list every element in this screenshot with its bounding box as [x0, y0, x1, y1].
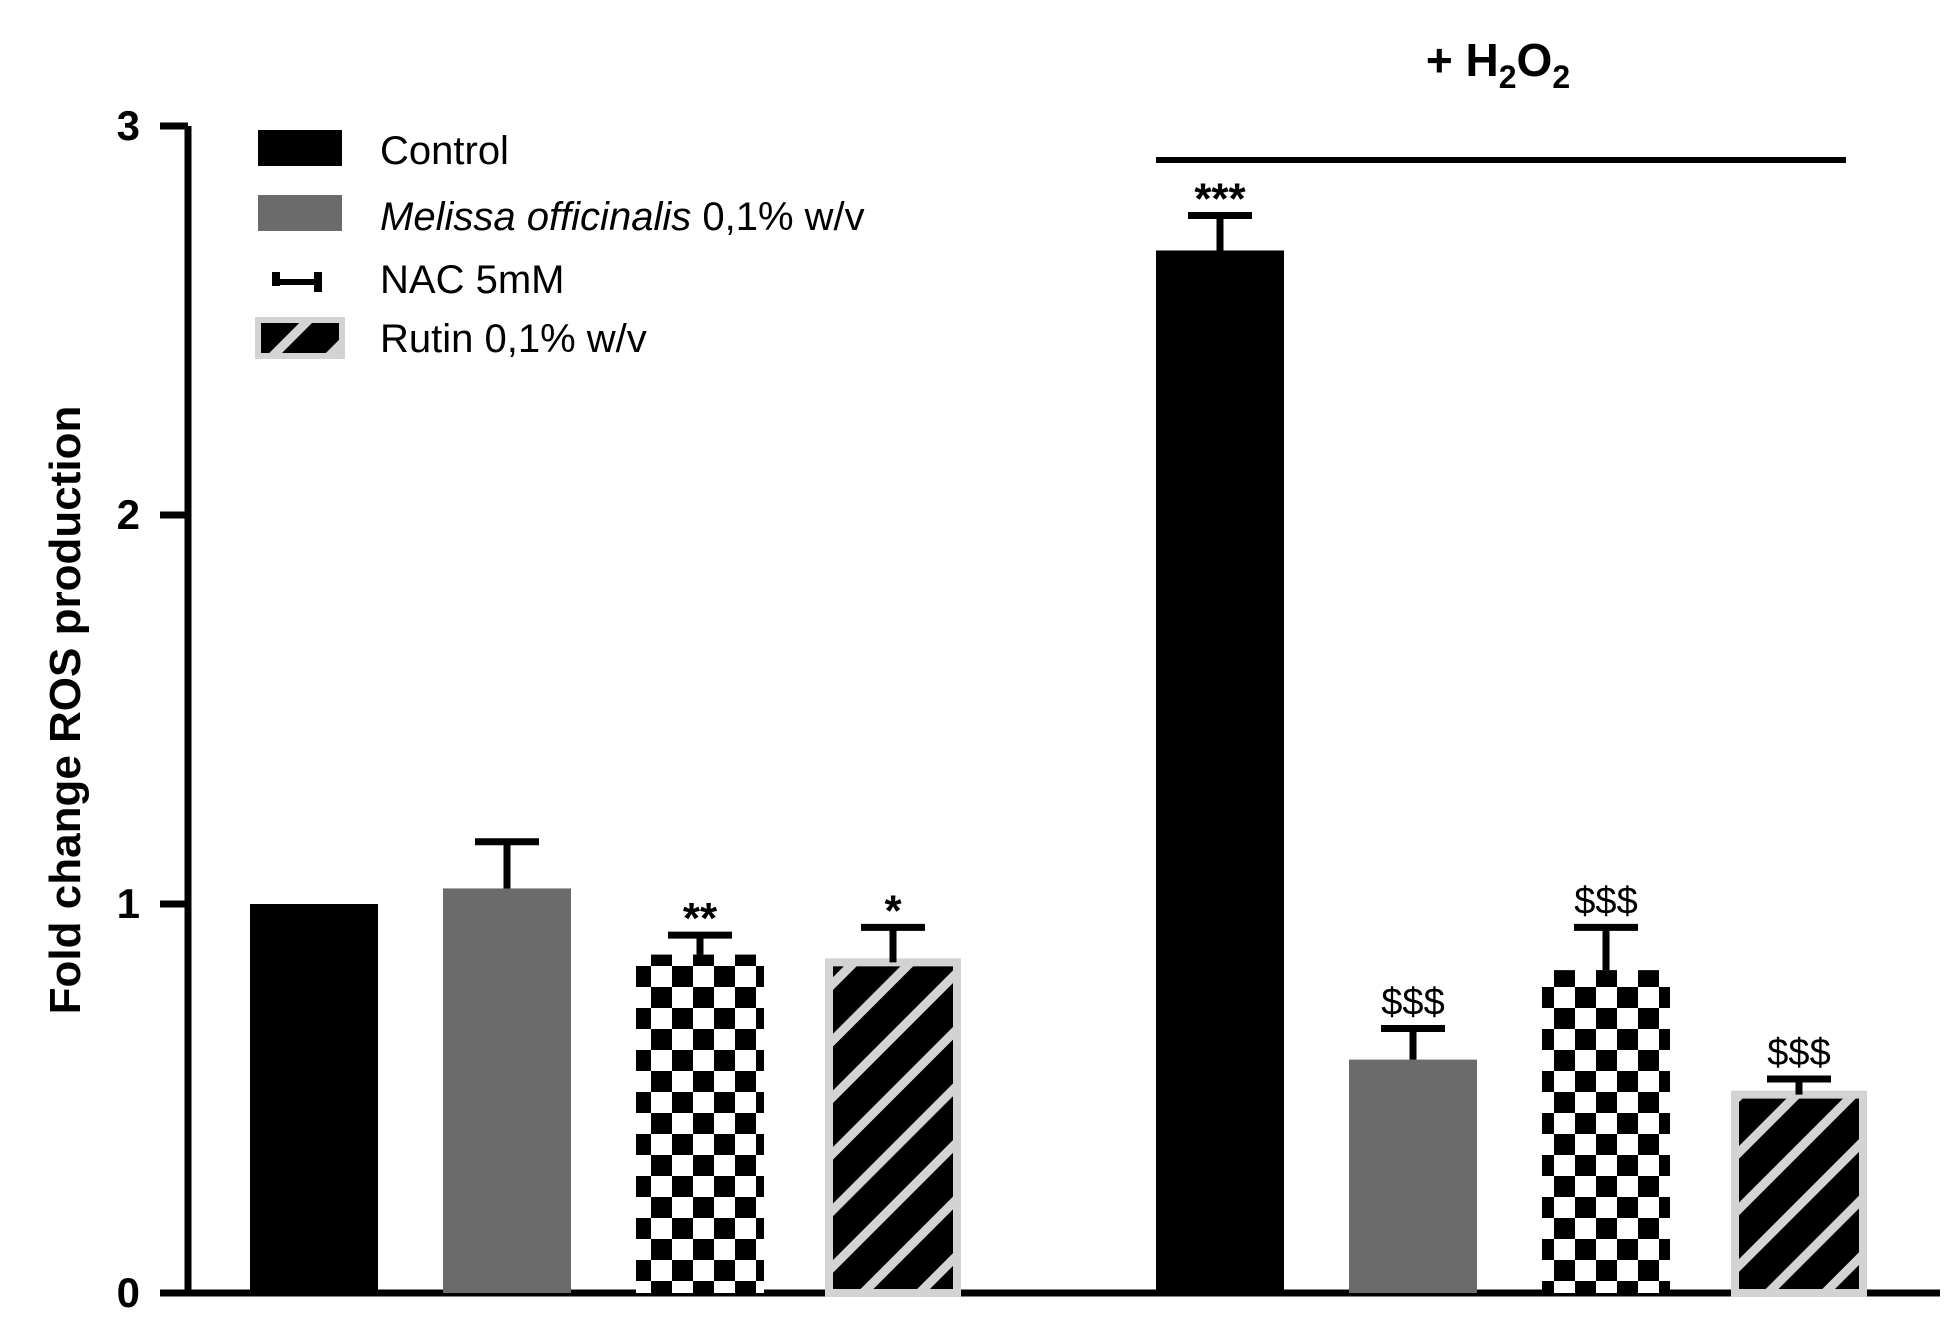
bar-series0-group0 [250, 904, 378, 1293]
legend-swatch-melissa [258, 195, 342, 231]
bar-series1-group1 [1349, 1059, 1477, 1293]
legend-swatch-control [258, 130, 342, 166]
annotation-series2-group1: $$$ [1574, 880, 1637, 922]
legend-label-melissa-italic: Melissa officinalis [380, 195, 691, 239]
legend: Control Melissa officinalis 0,1% w/v NAC… [255, 129, 865, 361]
annotation-series3-group1: $$$ [1767, 1032, 1830, 1074]
y-axis-label: Fold change ROS production [41, 406, 90, 1015]
y-tick-label-0: 0 [117, 1269, 140, 1316]
h2o2-group-label: + H2O2 [1426, 34, 1570, 95]
h2o2-sub2: 2 [1552, 59, 1570, 95]
annotation-series3-group0: * [884, 886, 902, 935]
legend-label-rutin: Rutin 0,1% w/v [380, 317, 647, 361]
legend-swatch-rutin [255, 317, 345, 359]
legend-label-rutin-text: Rutin 0,1% w/v [380, 317, 647, 361]
bar-series1-group0 [443, 888, 571, 1293]
legend-label-melissa: Melissa officinalis 0,1% w/v [380, 195, 865, 239]
legend-label-melissa-rest: 0,1% w/v [691, 195, 864, 239]
y-ticks: 0 1 2 3 [117, 102, 188, 1316]
bars: *** $$$ ** $$$ * $$$ [250, 174, 1867, 1297]
h2o2-sub1: 2 [1499, 59, 1517, 95]
h2o2-mid: O [1517, 34, 1553, 86]
bar-series3-group1 [1731, 1090, 1867, 1297]
bar-series2-group1 [1542, 970, 1670, 1293]
annotation-series1-group1: $$$ [1381, 981, 1444, 1023]
annotation-series0-group1: *** [1194, 174, 1246, 223]
legend-label-nac-text: NAC 5mM [380, 258, 564, 302]
y-tick-label-2: 2 [117, 491, 140, 538]
y-tick-label-1: 1 [117, 880, 140, 927]
annotation-series2-group0: ** [683, 894, 718, 943]
legend-swatch-nac [272, 272, 322, 292]
h2o2-prefix: + H [1426, 34, 1499, 86]
legend-label-nac: NAC 5mM [380, 258, 564, 302]
y-tick-label-3: 3 [117, 102, 140, 149]
bar-series0-group1 [1156, 250, 1284, 1294]
legend-label-control: Control [380, 129, 509, 173]
bar-series2-group0 [636, 954, 764, 1293]
legend-label-control-text: Control [380, 129, 509, 173]
bar-series3-group0 [825, 958, 961, 1297]
